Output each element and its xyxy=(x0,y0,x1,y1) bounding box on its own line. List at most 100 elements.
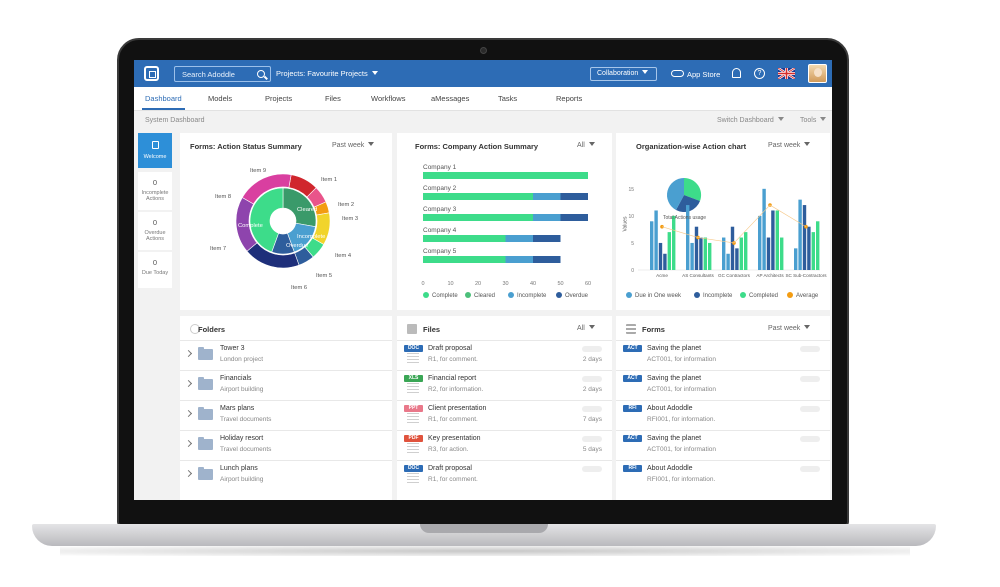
uk-flag-icon[interactable] xyxy=(778,68,795,79)
list-item[interactable]: XLS Financial report R2, for information. 2… xyxy=(397,370,612,400)
org-bar xyxy=(650,221,654,270)
app-store-link[interactable]: App Store xyxy=(687,70,721,79)
category-label: Acme xyxy=(656,273,668,278)
collaboration-dropdown[interactable]: Collaboration xyxy=(590,67,657,81)
list-item[interactable]: DOC Draft proposal R1, for comment. 2 days xyxy=(397,340,612,370)
company-filter-dropdown[interactable]: All xyxy=(577,142,595,149)
search-icon[interactable] xyxy=(257,70,265,78)
row-actions-icon[interactable] xyxy=(800,466,820,472)
list-item[interactable]: RFI About Adoddle RFI001, for information. xyxy=(616,400,830,430)
folder-desc: Airport building xyxy=(220,476,264,483)
document-icon xyxy=(407,473,419,485)
legend-label: Overdue xyxy=(565,293,589,299)
legend-label: Complete xyxy=(432,293,458,299)
inner-label: Cleared xyxy=(297,207,318,213)
document-icon xyxy=(407,443,419,455)
collaboration-label: Collaboration xyxy=(597,70,639,77)
row-actions-icon[interactable] xyxy=(800,406,820,412)
files-filter-dropdown[interactable]: All xyxy=(577,325,595,332)
list-item[interactable]: ACT Saving the planet ACT001, for informat… xyxy=(616,340,830,370)
sunburst-outer-segment xyxy=(241,173,292,205)
cloud-icon[interactable] xyxy=(671,70,684,77)
list-item[interactable]: Tower 3 London project xyxy=(180,340,392,370)
org-bar xyxy=(708,242,712,270)
projects-label: Projects: Favourite Projects xyxy=(276,69,368,78)
list-item[interactable]: PPT Client presentation R1, for comment. 7 … xyxy=(397,400,612,430)
tab-reports[interactable]: Reports xyxy=(556,94,583,103)
chevron-right-icon[interactable] xyxy=(184,469,193,478)
company-bar xyxy=(560,193,588,200)
overdue-actions-tile[interactable]: 0 Overdue Actions xyxy=(138,212,172,250)
list-item[interactable]: ACT Saving the planet ACT001, for informat… xyxy=(616,430,830,460)
forms-period-dropdown[interactable]: Past week xyxy=(768,325,811,332)
bell-icon[interactable] xyxy=(732,68,741,78)
org-bar xyxy=(663,253,667,270)
due-today-tile[interactable]: 0 Due Today xyxy=(138,252,172,288)
tab-files[interactable]: Files xyxy=(325,94,341,103)
row-actions-icon[interactable] xyxy=(582,436,602,442)
file-name: Draft proposal xyxy=(428,345,472,352)
welcome-tile[interactable]: Welcome xyxy=(138,133,172,168)
card-title: Forms: Company Action Summary xyxy=(415,142,539,151)
list-item[interactable]: Financials Airport building xyxy=(180,370,392,400)
file-age: 7 days xyxy=(582,416,602,423)
tab-tasks[interactable]: Tasks xyxy=(498,94,518,103)
search-input[interactable]: Search Adoddle xyxy=(174,66,271,82)
period-dropdown[interactable]: Past week xyxy=(332,142,375,149)
file-type-badge: PDF xyxy=(404,435,423,442)
org-bar xyxy=(726,253,730,270)
legend-label: Average xyxy=(796,293,819,299)
list-item[interactable]: Holiday resort Travel documents xyxy=(180,430,392,460)
list-item[interactable]: PDF Key presentation R3, for action. 5 days xyxy=(397,430,612,460)
org-bar xyxy=(771,210,775,270)
org-period-label: Past week xyxy=(768,142,801,149)
legend-dot-icon xyxy=(626,292,632,298)
tools-dropdown[interactable]: Tools xyxy=(800,117,827,124)
row-actions-icon[interactable] xyxy=(800,376,820,382)
tab-projects[interactable]: Projects xyxy=(265,94,293,103)
org-bar xyxy=(816,221,820,270)
chevron-down-icon xyxy=(368,142,375,146)
average-point xyxy=(660,224,664,229)
row-actions-icon[interactable] xyxy=(800,346,820,352)
forms-header-icon xyxy=(626,324,636,334)
incomplete-actions-tile[interactable]: 0 Incomplete Actions xyxy=(138,172,172,210)
company-bar xyxy=(533,214,561,221)
org-period-dropdown[interactable]: Past week xyxy=(768,142,811,149)
tab-workflows[interactable]: Workflows xyxy=(371,94,406,103)
list-item[interactable]: Mars plans Travel documents xyxy=(180,400,392,430)
tab-models[interactable]: Models xyxy=(208,94,233,103)
adoddle-logo-icon[interactable] xyxy=(144,66,159,81)
org-bar xyxy=(807,226,811,270)
legend-due-one-week: Due in One week xyxy=(626,292,681,299)
switch-dashboard-dropdown[interactable]: Switch Dashboard xyxy=(717,117,784,124)
row-actions-icon[interactable] xyxy=(582,346,602,352)
row-actions-icon[interactable] xyxy=(582,466,602,472)
category-label: Company 5 xyxy=(423,248,457,255)
list-item[interactable]: DOC Draft proposal R1, for comment. xyxy=(397,460,612,490)
app-screen: Search Adoddle Projects: Favourite Proje… xyxy=(134,60,832,500)
chevron-right-icon[interactable] xyxy=(184,439,193,448)
file-desc: R1, for comment. xyxy=(428,416,478,423)
row-actions-icon[interactable] xyxy=(582,406,602,412)
inset-caption: Total Actions usage xyxy=(663,215,707,221)
list-item[interactable]: RFI About Adoddle RFI001, for information. xyxy=(616,460,830,490)
tab-dashboard[interactable]: Dashboard xyxy=(142,94,185,110)
avatar[interactable] xyxy=(808,64,827,83)
row-actions-icon[interactable] xyxy=(800,436,820,442)
legend-dot-icon xyxy=(787,292,793,298)
tab-amessages[interactable]: aMessages xyxy=(431,94,470,103)
chevron-right-icon[interactable] xyxy=(184,409,193,418)
list-item[interactable]: ACT Saving the planet ACT001, for informat… xyxy=(616,370,830,400)
chevron-right-icon[interactable] xyxy=(184,379,193,388)
document-icon xyxy=(407,383,419,395)
company-bar xyxy=(505,235,533,242)
list-item[interactable]: Lunch plans Airport building xyxy=(180,460,392,490)
item-label: Item 7 xyxy=(210,246,227,252)
company-bar xyxy=(505,256,533,263)
projects-dropdown[interactable]: Projects: Favourite Projects xyxy=(276,69,378,78)
chevron-right-icon[interactable] xyxy=(184,349,193,358)
category-label: Company 2 xyxy=(423,185,457,192)
row-actions-icon[interactable] xyxy=(582,376,602,382)
help-icon[interactable]: ? xyxy=(754,68,765,79)
